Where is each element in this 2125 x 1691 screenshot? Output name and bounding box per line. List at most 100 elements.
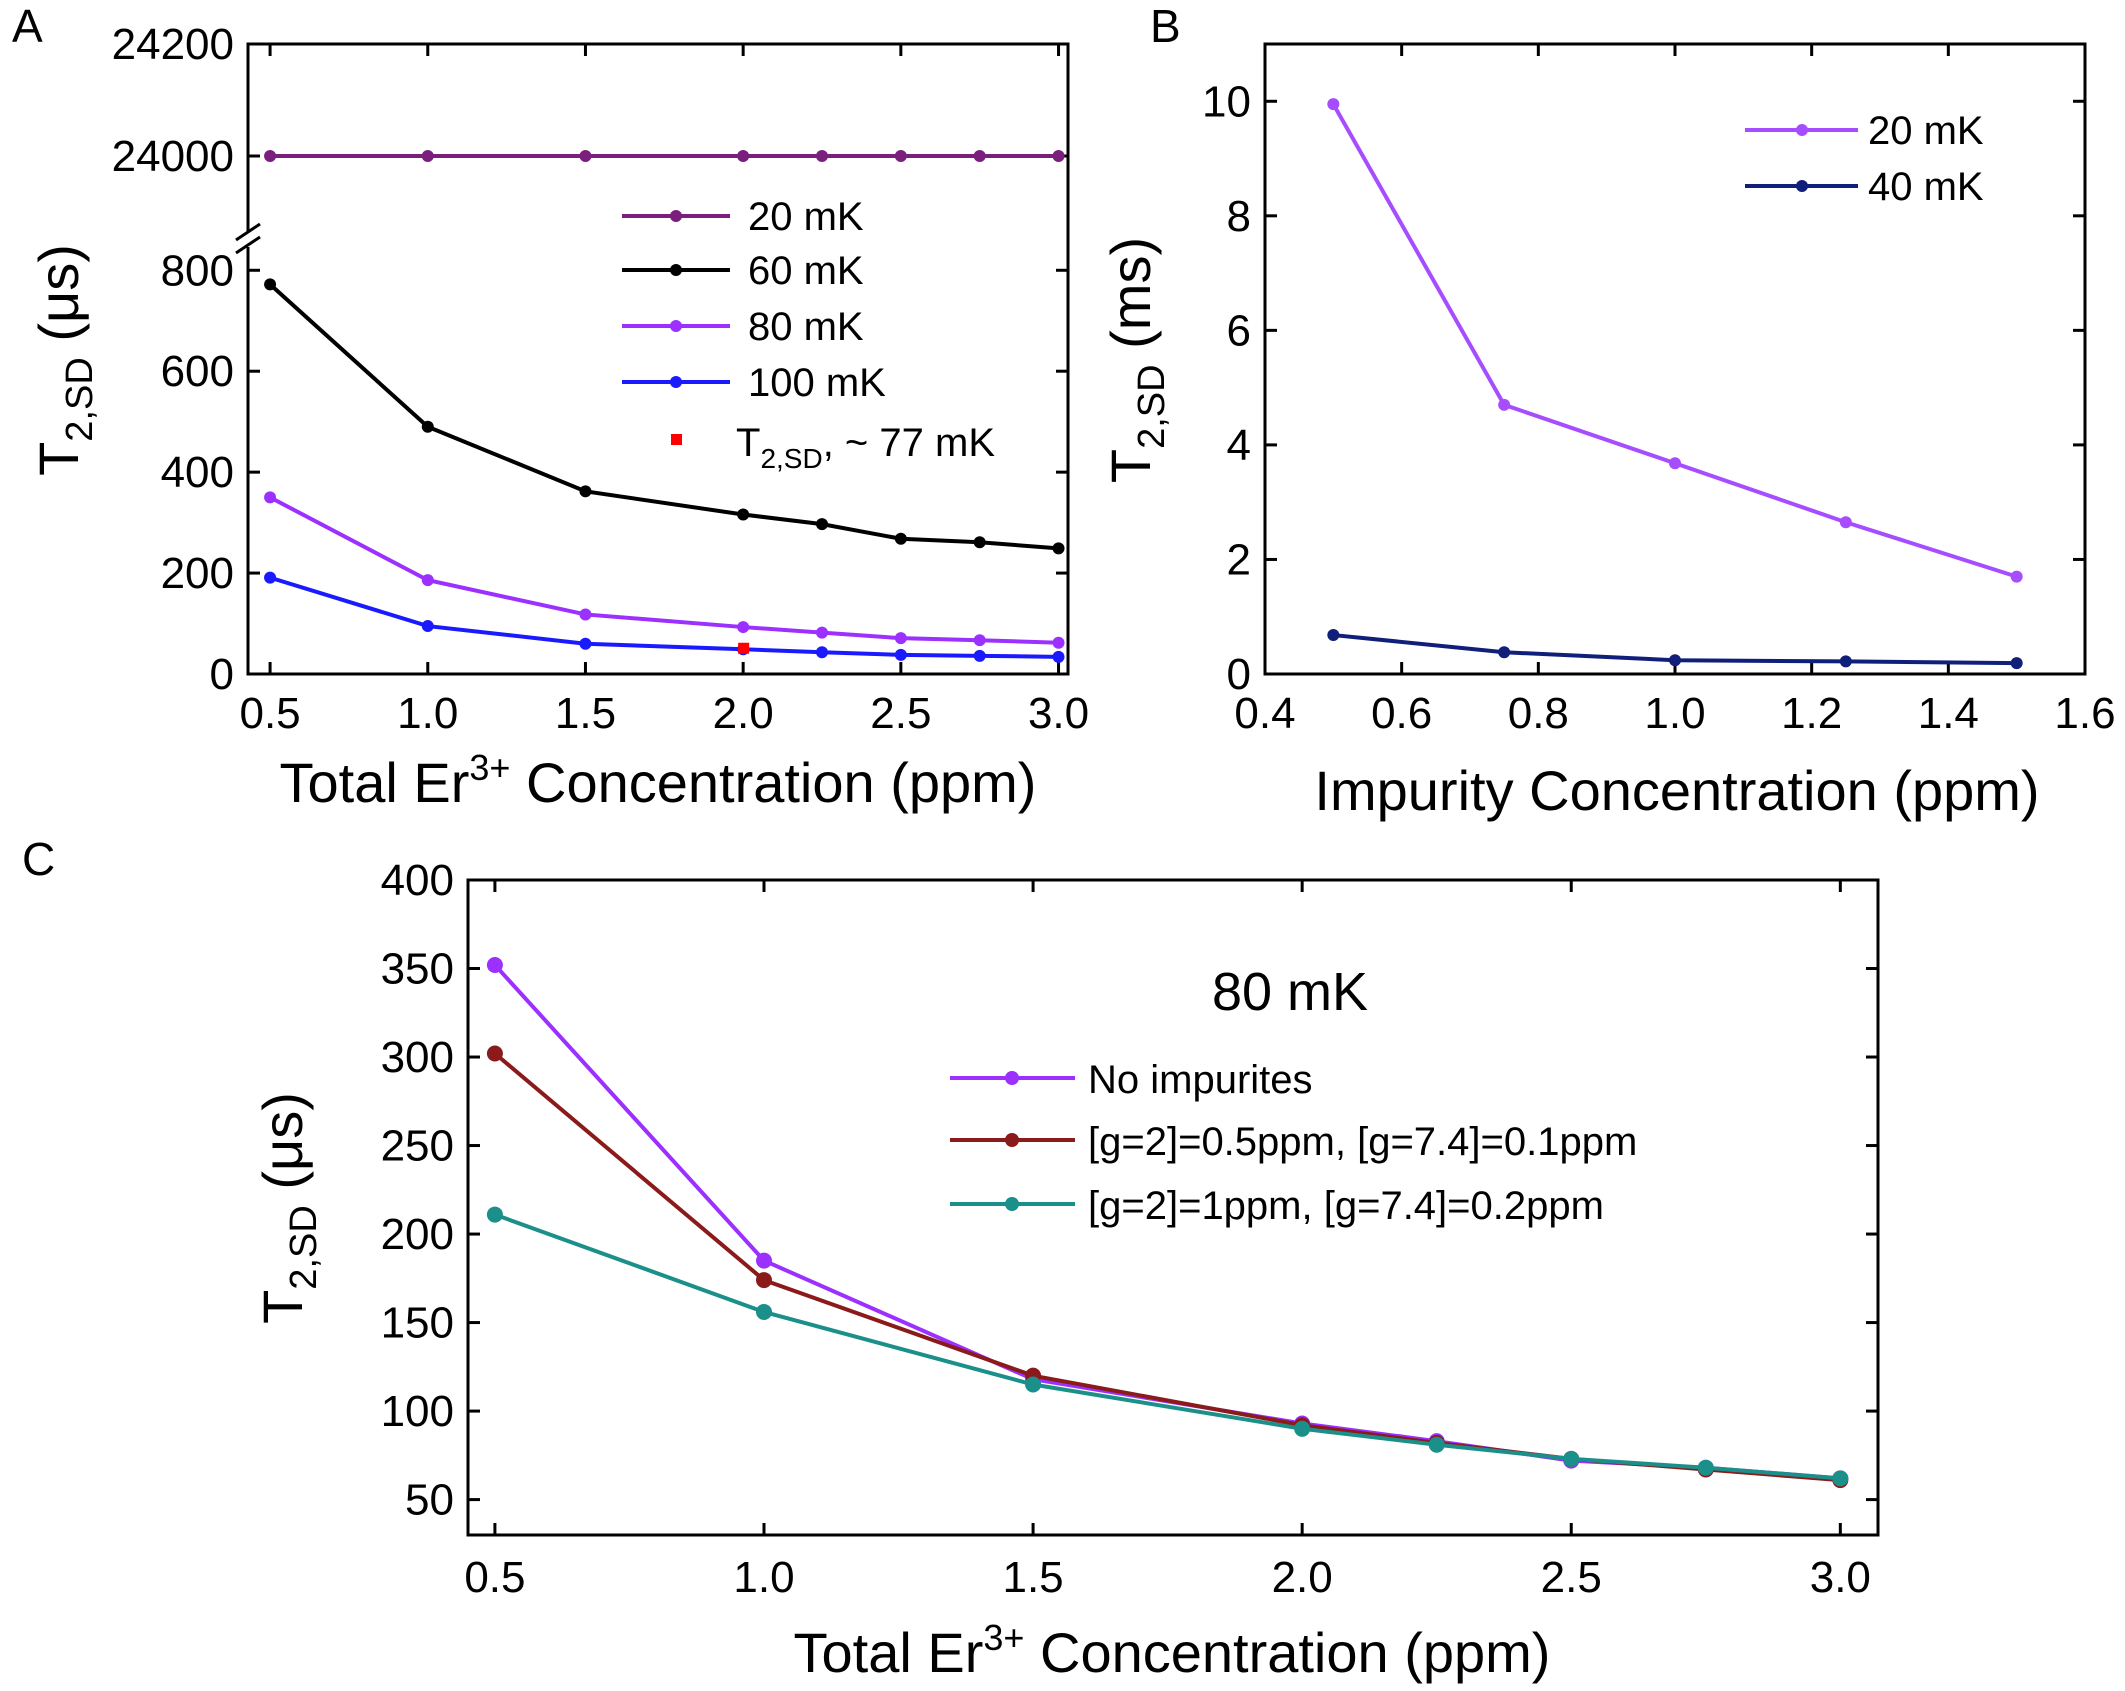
y-tick-label: 400 — [381, 856, 454, 905]
y-tick-label: 2 — [1227, 535, 1251, 584]
y-tick-label: 0 — [1227, 650, 1251, 699]
data-point-20-mk — [1839, 516, 1852, 529]
y-tick-label: 400 — [161, 448, 234, 497]
y-tick-label: 50 — [405, 1476, 454, 1525]
data-point-80-mk — [816, 626, 828, 639]
data-point-100-mk — [264, 571, 277, 584]
x-tick-label: 2.0 — [1272, 1553, 1333, 1602]
legend-label-80mk: 80 mK — [748, 305, 864, 349]
data-point-g-2-1ppm-g-7-4-0-2ppm — [1025, 1376, 1042, 1393]
data-point-20-mk — [1669, 457, 1681, 470]
legend-label-20mk: 20 mK — [1868, 109, 1984, 153]
x-tick-label: 0.5 — [239, 689, 300, 738]
panel-c-chart: 0.5 1.0 1.5 2.0 2.5 3.0 50 100 150 200 250 300 350 4… — [251, 856, 1880, 1684]
data-point-40-mk — [1327, 629, 1340, 642]
series-line-g-2-0-5ppm-g-7-4-0-1ppm — [493, 1051, 1841, 1483]
panel-letter-a: A — [12, 0, 43, 52]
panel-a-chart: 0.5 1.0 1.5 2.0 2.5 3.0 0 200 400 600 800 24000 242… — [27, 20, 1089, 814]
y-tick-label: 350 — [381, 945, 454, 994]
data-point-20-mk — [264, 150, 277, 162]
data-point-20-mk — [421, 150, 434, 162]
x-tick-label: 0.4 — [1234, 689, 1295, 738]
legend-marker-100mk — [670, 376, 682, 388]
legend-label-impurity-1: [g=2]=0.5ppm, [g=7.4]=0.1ppm — [1088, 1120, 1637, 1164]
x-tick-label: 1.0 — [397, 689, 458, 738]
legend-marker-77mk — [671, 434, 682, 445]
legend-label-40mk: 40 mK — [1868, 165, 1984, 209]
y-tick-label: 4 — [1227, 421, 1251, 470]
data-point-60-mk — [264, 278, 277, 291]
data-point-no-impurites — [755, 1252, 772, 1269]
data-point-g-2-1ppm-g-7-4-0-2ppm — [1428, 1436, 1445, 1453]
legend-label-60mk: 60 mK — [748, 249, 864, 293]
y-tick-label: 150 — [381, 1299, 454, 1348]
y-tick-label: 200 — [161, 549, 234, 598]
data-point-77mk — [738, 642, 750, 654]
legend-marker-20mk — [670, 210, 682, 222]
data-point-20-mk — [1498, 398, 1511, 411]
data-point-60-mk — [421, 420, 434, 433]
data-point-80-mk — [737, 621, 750, 634]
data-point-80-mk — [421, 574, 434, 587]
y-tick-label: 300 — [381, 1033, 454, 1082]
data-point-80-mk — [579, 608, 592, 621]
legend-label-20mk: 20 mK — [748, 195, 864, 239]
series-line-100-mk — [269, 575, 1059, 659]
data-point-60-mk — [973, 536, 986, 549]
data-point-80-mk — [1052, 636, 1065, 649]
data-point-20-mk — [816, 150, 828, 162]
panel-letter-c: C — [22, 833, 55, 885]
legend-marker-40mk — [1796, 180, 1808, 192]
data-point-g-2-1ppm-g-7-4-0-2ppm — [486, 1206, 503, 1223]
x-axis-title-b: Impurity Concentration (ppm) — [1314, 759, 2039, 822]
x-tick-label: 1.0 — [733, 1553, 794, 1602]
data-point-60-mk — [737, 508, 750, 521]
x-tick-label: 0.5 — [464, 1553, 525, 1602]
y-tick-label: 200 — [381, 1210, 454, 1259]
data-point-100-mk — [816, 646, 828, 659]
legend-marker-impurity-1 — [1005, 1133, 1019, 1147]
y-axis-title-c: T2,SD (μs) — [251, 1092, 325, 1324]
data-point-60-mk — [1052, 542, 1065, 555]
x-tick-label: 1.6 — [2054, 689, 2115, 738]
data-point-20-mk — [973, 150, 986, 162]
x-tick-label: 3.0 — [1028, 689, 1089, 738]
data-point-40-mk — [1839, 655, 1852, 668]
data-point-20-mk — [2010, 570, 2023, 583]
legend-label-impurity-2: [g=2]=1ppm, [g=7.4]=0.2ppm — [1088, 1184, 1604, 1228]
x-tick-label: 1.5 — [555, 689, 616, 738]
x-axis-title-a: Total Er3+ Concentration (ppm) — [280, 747, 1037, 814]
x-tick-label: 1.0 — [1644, 689, 1705, 738]
y-tick-label: 250 — [381, 1122, 454, 1171]
data-point-20-mk — [579, 150, 592, 162]
data-point-80-mk — [264, 491, 277, 504]
x-tick-label: 0.8 — [1508, 689, 1569, 738]
data-point-40-mk — [1669, 654, 1681, 667]
y-axis-title-a: T2,SD (μs) — [27, 244, 101, 476]
series-line-g-2-1ppm-g-7-4-0-2ppm — [494, 1212, 1841, 1481]
data-point-20-mk — [894, 150, 907, 162]
annotation-temperature: 80 mK — [1212, 962, 1368, 1022]
data-point-100-mk — [973, 649, 986, 662]
panel-letter-b: B — [1150, 0, 1181, 52]
data-point-g-2-0-5ppm-g-7-4-0-1ppm — [755, 1272, 772, 1289]
data-point-g-2-0-5ppm-g-7-4-0-1ppm — [486, 1045, 503, 1062]
y-tick-label: 0 — [210, 650, 234, 699]
x-tick-label: 2.5 — [1541, 1553, 1602, 1602]
y-tick-label: 600 — [161, 347, 234, 396]
legend-label-77mk: T2,SD, ~ 77 mK — [736, 421, 995, 474]
series-line-80-mk — [269, 495, 1059, 645]
legend-marker-no-impurities — [1005, 1071, 1019, 1085]
legend-a: 20 mK 60 mK 80 mK 100 mK T2,SD, ~ 77 mK — [622, 195, 995, 474]
data-point-40-mk — [1498, 646, 1511, 659]
x-tick-label: 2.0 — [713, 689, 774, 738]
x-axis-title-c: Total Er3+ Concentration (ppm) — [794, 1617, 1551, 1684]
legend-marker-impurity-2 — [1005, 1197, 1019, 1211]
legend-b: 20 mK 40 mK — [1745, 109, 1984, 209]
data-point-60-mk — [894, 532, 907, 545]
legend-marker-20mk — [1796, 124, 1808, 136]
x-tick-label: 0.6 — [1371, 689, 1432, 738]
panel-b-chart: 0.4 0.6 0.8 1.0 1.2 1.4 1.6 0 2 4 6 8 10 Impurity C… — [1099, 42, 2116, 822]
x-tick-label: 1.5 — [1002, 1553, 1063, 1602]
